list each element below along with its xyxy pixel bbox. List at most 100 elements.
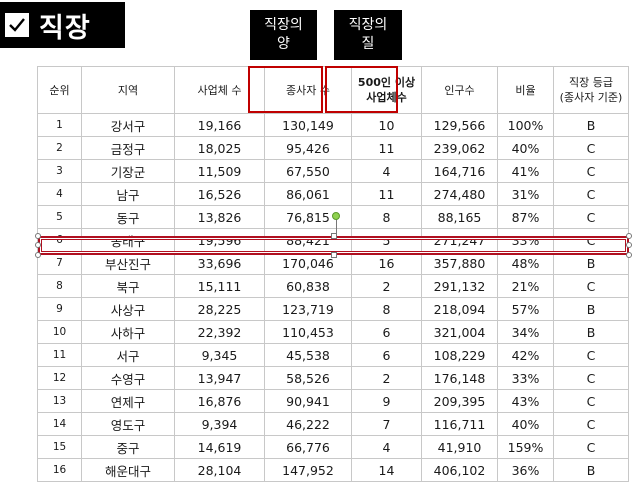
table-cell: 21% — [497, 274, 554, 298]
table-cell: 13 — [37, 389, 82, 413]
table-cell: 해운대구 — [81, 458, 175, 482]
table-cell: 274,480 — [421, 182, 498, 206]
table-row: 10 사하구 22,392 110,453 6 321,004 34% B — [37, 320, 629, 344]
table-cell: 16 — [351, 251, 422, 275]
table-row: 1 강서구 19,166 130,149 10 129,566 100% B — [37, 113, 629, 137]
table-cell: 42% — [497, 343, 554, 367]
resize-handle-bottom[interactable] — [331, 252, 337, 258]
column-header: 지역 — [81, 66, 175, 114]
table-cell: 58,526 — [264, 366, 352, 390]
table-cell: 5 — [351, 228, 422, 252]
table-cell: 16,876 — [174, 389, 265, 413]
resize-handle-bottom-right[interactable] — [626, 252, 632, 258]
table-row: 4 남구 16,526 86,061 11 274,480 31% C — [37, 182, 629, 206]
title-banner: 직장 — [0, 2, 125, 48]
table-cell: 11,509 — [174, 159, 265, 183]
table-cell: 129,566 — [421, 113, 498, 137]
table-cell: 연제구 — [81, 389, 175, 413]
table-cell: 10 — [37, 320, 82, 344]
column-header: 직장 등급 (종사자 기준) — [553, 66, 629, 114]
table-cell: 291,132 — [421, 274, 498, 298]
table-cell: C — [553, 366, 629, 390]
table-cell: 108,229 — [421, 343, 498, 367]
resize-handle-top-right[interactable] — [626, 233, 632, 239]
table-cell: 40% — [497, 136, 554, 160]
table-cell: 159% — [497, 435, 554, 459]
rotation-line — [336, 219, 337, 234]
table-cell: 57% — [497, 297, 554, 321]
table-cell: 357,880 — [421, 251, 498, 275]
table-cell: 2 — [351, 274, 422, 298]
table-cell: C — [553, 182, 629, 206]
table-cell: 46,222 — [264, 412, 352, 436]
table-cell: C — [553, 274, 629, 298]
table-cell: 사하구 — [81, 320, 175, 344]
table-cell: C — [553, 389, 629, 413]
table-cell: 16 — [37, 458, 82, 482]
table-cell: 8 — [351, 205, 422, 229]
table-cell: 406,102 — [421, 458, 498, 482]
table-cell: 11 — [37, 343, 82, 367]
table-cell: 14,619 — [174, 435, 265, 459]
table-cell: 5 — [37, 205, 82, 229]
table-cell: B — [553, 320, 629, 344]
table-cell: 15 — [37, 435, 82, 459]
table-cell: 중구 — [81, 435, 175, 459]
table-cell: 11 — [351, 182, 422, 206]
table-cell: 1 — [37, 113, 82, 137]
table-row: 11 서구 9,345 45,538 6 108,229 42% C — [37, 343, 629, 367]
table-cell: 41% — [497, 159, 554, 183]
table-cell: 66,776 — [264, 435, 352, 459]
table-cell: 209,395 — [421, 389, 498, 413]
table-cell: 130,149 — [264, 113, 352, 137]
table-cell: 4 — [37, 182, 82, 206]
table-cell: 28,104 — [174, 458, 265, 482]
table-cell: 28,225 — [174, 297, 265, 321]
table-cell: 36% — [497, 458, 554, 482]
resize-handle-right[interactable] — [626, 242, 632, 248]
table-cell: 60,838 — [264, 274, 352, 298]
table-row: 14 영도구 9,394 46,222 7 116,711 40% C — [37, 412, 629, 436]
table-cell: 34% — [497, 320, 554, 344]
table-cell: 9,394 — [174, 412, 265, 436]
table-cell: 116,711 — [421, 412, 498, 436]
table-cell: 31% — [497, 182, 554, 206]
table-cell: 3 — [37, 159, 82, 183]
resize-handle-top[interactable] — [331, 233, 337, 239]
table-cell: 22,392 — [174, 320, 265, 344]
table-cell: 67,550 — [264, 159, 352, 183]
resize-handle-left[interactable] — [35, 242, 41, 248]
table-cell: 서구 — [81, 343, 175, 367]
table-cell: 금정구 — [81, 136, 175, 160]
table-cell: 14 — [351, 458, 422, 482]
resize-handle-bottom-left[interactable] — [35, 252, 41, 258]
table-cell: 사상구 — [81, 297, 175, 321]
column-header: 순위 — [37, 66, 82, 114]
table-cell: 2 — [37, 136, 82, 160]
rotate-handle-icon[interactable] — [332, 212, 340, 220]
table-cell: 기장군 — [81, 159, 175, 183]
column-header: 종사자 수 — [264, 66, 352, 114]
table-cell: 33% — [497, 366, 554, 390]
table-cell: 110,453 — [264, 320, 352, 344]
table-cell: 239,062 — [421, 136, 498, 160]
table-cell: B — [553, 297, 629, 321]
table-cell: 4 — [351, 435, 422, 459]
table-cell: C — [553, 412, 629, 436]
table-row: 2 금정구 18,025 95,426 11 239,062 40% C — [37, 136, 629, 160]
table-row: 3 기장군 11,509 67,550 4 164,716 41% C — [37, 159, 629, 183]
table-cell: 147,952 — [264, 458, 352, 482]
checkmark-icon — [5, 13, 29, 37]
table-row: 15 중구 14,619 66,776 4 41,910 159% C — [37, 435, 629, 459]
resize-handle-top-left[interactable] — [35, 233, 41, 239]
table-cell: 176,148 — [421, 366, 498, 390]
table-cell: 16,526 — [174, 182, 265, 206]
column-header: 인구수 — [421, 66, 498, 114]
table-cell: 40% — [497, 412, 554, 436]
table-cell: 15,111 — [174, 274, 265, 298]
table-cell: B — [553, 458, 629, 482]
table-cell: 13,947 — [174, 366, 265, 390]
table-cell: C — [553, 159, 629, 183]
table-cell: 90,941 — [264, 389, 352, 413]
table-row: 16 해운대구 28,104 147,952 14 406,102 36% B — [37, 458, 629, 482]
